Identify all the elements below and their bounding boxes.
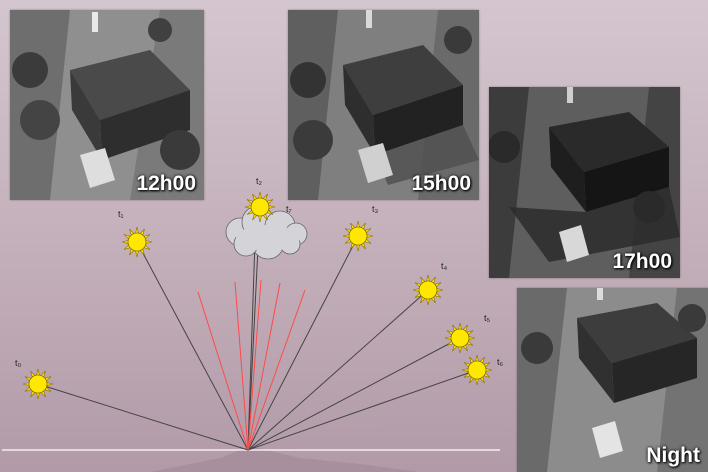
scene-image-17h00: 17h00	[489, 87, 680, 278]
scene-render	[489, 87, 680, 278]
scene-image-12h00: 12h00	[10, 10, 204, 200]
scene-image-15h00: 15h00	[288, 10, 479, 200]
scene-render	[288, 10, 479, 200]
scene-label: 15h00	[411, 172, 471, 195]
scene-label: 17h00	[612, 250, 672, 273]
scene-image-night: Night	[517, 288, 708, 472]
scene-render	[517, 288, 708, 472]
scene-label: 12h00	[136, 172, 196, 195]
scene-render	[10, 10, 204, 200]
scene-label: Night	[646, 444, 700, 467]
